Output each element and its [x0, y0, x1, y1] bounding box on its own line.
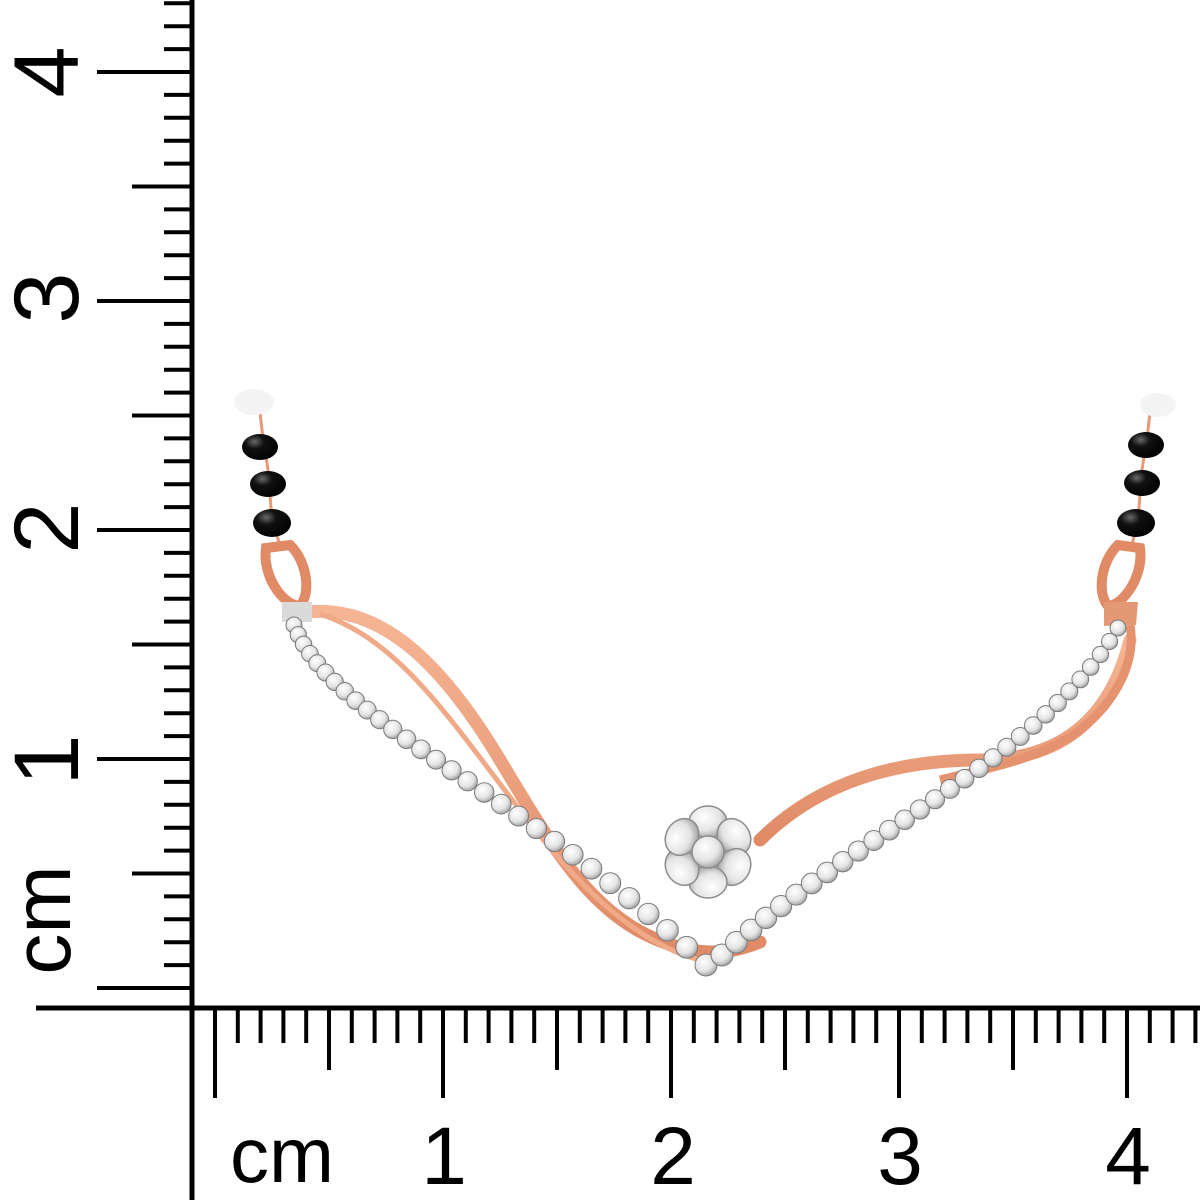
- diamond-stone: [847, 840, 869, 862]
- diamond-stone: [1010, 727, 1030, 746]
- flower-diamond-cluster: [664, 805, 752, 899]
- diamond-stone: [675, 935, 699, 959]
- left-black-beads: [242, 434, 291, 537]
- diamond-stone: [710, 943, 734, 967]
- vertical-ruler-ticks: [97, 1, 192, 990]
- diamond-stone: [370, 710, 390, 730]
- diamond-stone: [1081, 658, 1100, 676]
- diamond-stone: [473, 782, 495, 803]
- diamond-stone: [1048, 693, 1067, 713]
- diamond-stone: [508, 805, 530, 827]
- diamond-stone: [894, 809, 915, 831]
- diamond-stone: [426, 749, 446, 770]
- diamond-stone: [816, 861, 839, 884]
- right-black-beads: [1117, 432, 1164, 537]
- vertical-label-3: 3: [0, 272, 98, 323]
- horizontal-ruler-labels: cm 1 2 3 4: [230, 1111, 1151, 1200]
- left-link: [260, 539, 312, 612]
- diamond-stone: [983, 748, 1003, 768]
- diamond-stone: [909, 799, 931, 820]
- diamond-stone: [785, 883, 808, 906]
- diamond-stone: [1071, 670, 1090, 689]
- diamond-stone: [580, 857, 603, 880]
- diamond-stone: [441, 760, 462, 781]
- diamond-stone: [411, 739, 431, 760]
- diamond-stone: [562, 844, 584, 866]
- diamond-stone: [924, 789, 946, 810]
- horizontal-label-3: 3: [877, 1111, 923, 1200]
- horizontal-ruler-ticks: [213, 1008, 1198, 1098]
- diamond-stone: [1036, 705, 1055, 724]
- diamond-stone: [770, 895, 793, 918]
- diamond-stone: [618, 887, 641, 910]
- diamond-stone: [490, 793, 512, 815]
- diamond-stone: [656, 918, 679, 942]
- diamond-stone: [1091, 645, 1110, 664]
- diamond-stone: [754, 906, 778, 930]
- horizontal-label-2: 2: [650, 1111, 696, 1200]
- mangalsutra-pendant: [234, 389, 1176, 977]
- diamond-stone: [800, 872, 823, 895]
- horizontal-label-4: 4: [1105, 1111, 1151, 1200]
- diamond-stone: [1100, 632, 1119, 651]
- vertical-label-1: 1: [0, 734, 98, 785]
- diamond-stone: [832, 850, 854, 873]
- diamond-stone: [1109, 619, 1127, 637]
- rose-gold-ribbons: [282, 602, 1138, 963]
- vertical-label-2: 2: [0, 502, 98, 553]
- diamond-stone: [1023, 716, 1043, 735]
- diamond-stone: [954, 768, 975, 789]
- diamond-stone: [725, 930, 748, 954]
- diamond-stone: [525, 817, 547, 840]
- horizontal-ruler: cm 1 2 3 4: [36, 1005, 1200, 1200]
- diamond-stone: [396, 729, 417, 750]
- diamond-stone: [1060, 682, 1079, 701]
- vertical-unit-label: cm: [0, 865, 88, 974]
- right-link: [1096, 539, 1146, 612]
- diamond-stone: [969, 758, 989, 779]
- horizontal-unit-label: cm: [230, 1111, 334, 1199]
- diamond-stone: [878, 819, 900, 841]
- horizontal-label-1: 1: [421, 1111, 467, 1200]
- vertical-ruler-labels: 1 2 3 4 cm: [0, 46, 98, 974]
- diamond-stone: [383, 719, 403, 740]
- diamond-stone: [739, 918, 763, 942]
- diamond-pave-rows: [285, 616, 1127, 977]
- diamond-stone: [599, 872, 622, 895]
- diamond-stone: [457, 771, 478, 792]
- diamond-stone: [543, 830, 566, 853]
- vertical-label-4: 4: [0, 46, 98, 97]
- diamond-stone: [637, 902, 660, 926]
- diamond-stone: [939, 779, 960, 799]
- diamond-stone: [997, 737, 1017, 757]
- vertical-ruler: 1 2 3 4 cm: [0, 0, 195, 1010]
- diamond-stone: [863, 830, 885, 851]
